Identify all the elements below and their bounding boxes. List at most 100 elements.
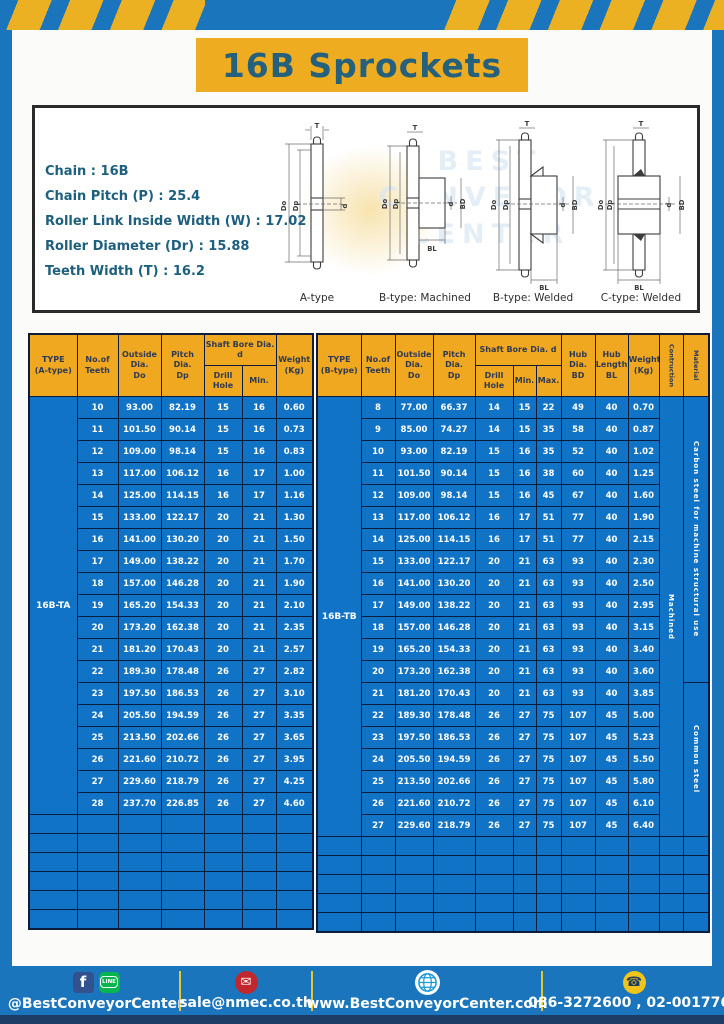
table-cell: 20 (203, 550, 243, 573)
table-cell: 17 (512, 528, 537, 551)
table-cell: 93 (560, 594, 596, 617)
table-row: 13 117.00 106.12 16 17 51 77 40 1.90 (317, 506, 709, 529)
diagram-a-type: T Do Dp d A-type (263, 110, 371, 308)
table-row: 17 149.00 138.22 20 21 63 93 40 2.95 (317, 594, 709, 617)
table-cell: 16 (241, 418, 277, 441)
table-cell (560, 836, 596, 856)
table-cell: 0.60 (275, 396, 314, 419)
col-header-max: Max. (535, 365, 562, 397)
table-cell: 26 (203, 660, 243, 683)
table-cell: 16 (360, 572, 396, 595)
table-cell (535, 893, 562, 913)
email-contact[interactable]: ✉ sale@nmec.co.th (179, 970, 313, 1011)
table-cell: 15 (474, 484, 514, 507)
table-cell (360, 874, 396, 894)
table-cell: 75 (535, 726, 562, 749)
table-cell: 107 (560, 704, 596, 727)
table-cell: 186.53 (160, 682, 205, 705)
table-cell (28, 890, 78, 910)
table-cell: 26 (474, 792, 514, 815)
table-cell: 2.30 (627, 550, 660, 573)
table-cell (117, 890, 162, 910)
table-cell: 165.20 (117, 594, 162, 617)
table-cell: 2.95 (627, 594, 660, 617)
table-cell: 213.50 (394, 770, 434, 793)
table-cell: 26 (203, 726, 243, 749)
table-cell: 90.14 (160, 418, 205, 441)
table-row: 11 101.50 90.14 15 16 0.73 (29, 418, 314, 441)
table-cell: 26 (203, 770, 243, 793)
table-cell: 16 (512, 440, 537, 463)
table-cell (275, 871, 314, 891)
table-cell: 20 (360, 660, 396, 683)
svg-text:d: d (559, 202, 567, 207)
svg-text:Dp: Dp (292, 201, 300, 212)
table-cell (76, 871, 119, 891)
table-cell (560, 893, 596, 913)
table-cell: 1.50 (275, 528, 314, 551)
table-cell: 27 (360, 814, 396, 837)
svg-text:BL: BL (634, 284, 644, 292)
table-cell: 178.48 (432, 704, 476, 727)
table-cell: 14 (76, 484, 119, 507)
phone-icon: ☎ (622, 970, 646, 994)
table-cell (275, 852, 314, 872)
table-cell: 2.35 (275, 616, 314, 639)
a-type-table-header: TYPE (A-type) No.of Teeth Outside Dia. D… (28, 333, 314, 397)
b-type-table-body: 16B-TB 8 77.00 66.37 14 15 22 49 40 0.70 Machined C… (316, 396, 710, 933)
table-cell (658, 874, 684, 894)
table-cell: 26 (474, 704, 514, 727)
table-cell: 20 (474, 660, 514, 683)
table-cell: 19 (76, 594, 119, 617)
chain-specs: Chain : 16B Chain Pitch (P) : 25.4 Rolle… (45, 160, 306, 285)
table-cell: 75 (535, 704, 562, 727)
table-cell (594, 874, 629, 894)
table-cell: 45 (594, 792, 629, 815)
table-cell: 157.00 (394, 616, 434, 639)
table-cell: 40 (594, 616, 629, 639)
table-cell: 237.70 (117, 792, 162, 815)
table-cell: 10 (360, 440, 396, 463)
table-cell: 0.70 (627, 396, 660, 419)
empty-table-row (316, 855, 710, 875)
table-cell: 75 (535, 748, 562, 771)
table-cell (658, 893, 684, 913)
table-cell: 146.28 (160, 572, 205, 595)
social-contact[interactable]: f LINE @BestConveyorCenter (8, 970, 184, 1012)
diagram-label-b-machined: B-type: Machined (379, 292, 471, 304)
table-row: 19 165.20 154.33 20 21 2.10 (29, 594, 314, 617)
table-cell: 63 (535, 660, 562, 683)
svg-text:d: d (665, 202, 673, 207)
col-header-type-a: TYPE (A-type) (28, 333, 78, 397)
table-cell: 21 (512, 660, 537, 683)
table-cell: 40 (594, 462, 629, 485)
table-cell: 93 (560, 550, 596, 573)
table-cell: 101.50 (394, 462, 434, 485)
empty-table-row (316, 893, 710, 913)
table-cell: 146.28 (432, 616, 476, 639)
table-cell: 21 (512, 682, 537, 705)
diagram-b-welded: T Do Dp d (479, 110, 587, 308)
table-row: 12 109.00 98.14 15 16 45 67 40 1.60 (317, 484, 709, 507)
phone-contact[interactable]: ☎ 086-3272600 , 02-0017766 (528, 970, 724, 1011)
table-cell: 20 (474, 616, 514, 639)
table-cell (658, 912, 684, 933)
a-type-table-body: 16B-TA 10 93.00 82.19 15 16 0.60 11 101.50 90.14 1… (28, 396, 314, 930)
table-cell: 3.85 (627, 682, 660, 705)
table-cell: 4.25 (275, 770, 314, 793)
svg-text:BD: BD (571, 199, 579, 210)
table-cell: 27 (512, 814, 537, 837)
table-cell (535, 874, 562, 894)
table-cell: 77 (560, 506, 596, 529)
table-cell: 0.73 (275, 418, 314, 441)
empty-table-row (28, 871, 314, 891)
table-cell: 194.59 (432, 748, 476, 771)
table-cell: 133.00 (117, 506, 162, 529)
table-cell (316, 912, 362, 933)
svg-text:Dp: Dp (606, 200, 614, 211)
table-cell (627, 855, 660, 875)
website-contact[interactable]: www.BestConveyorCenter.com (306, 969, 548, 1012)
diagram-label-a: A-type (299, 292, 335, 304)
table-cell (117, 871, 162, 891)
table-cell: 229.60 (117, 770, 162, 793)
